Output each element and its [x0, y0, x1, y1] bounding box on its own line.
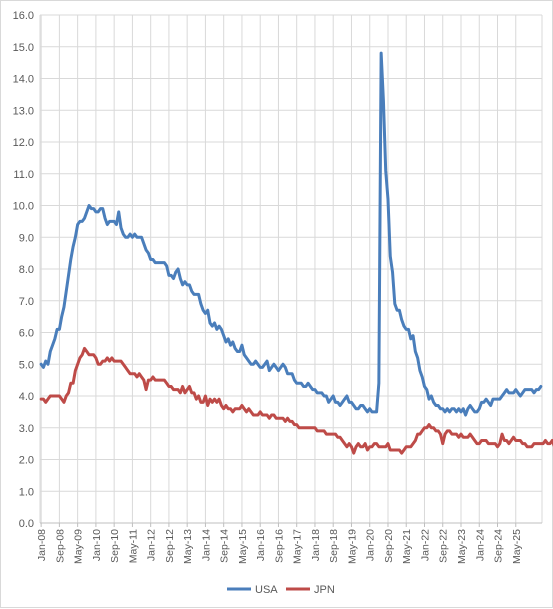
x-tick-label: May-15 — [237, 529, 249, 564]
y-tick-label: 12.0 — [13, 137, 34, 149]
x-tick-label: May-13 — [182, 529, 194, 564]
y-tick-label: 13.0 — [13, 105, 34, 117]
x-tick-label: Sep-08 — [54, 529, 66, 563]
series-line-jpn — [39, 346, 553, 455]
y-tick-label: 5.0 — [19, 359, 34, 371]
x-tick-label: May-11 — [127, 529, 139, 563]
y-tick-label: 15.0 — [13, 42, 34, 54]
y-tick-label: 1.0 — [19, 486, 34, 498]
legend-label-jpn: JPN — [314, 584, 335, 596]
x-tick-label: Sep-24 — [493, 529, 505, 563]
x-tick-label: Sep-18 — [328, 529, 340, 563]
y-tick-label: 11.0 — [13, 169, 34, 181]
x-tick-label: Jan-10 — [91, 529, 103, 561]
x-tick-label: May-23 — [456, 529, 468, 564]
x-tick-label: Sep-12 — [164, 529, 176, 563]
x-tick-label: Jan-14 — [200, 529, 212, 561]
y-tick-label: 0.0 — [19, 518, 34, 530]
y-tick-label: 9.0 — [19, 232, 34, 244]
x-tick-label: Jan-16 — [255, 529, 267, 561]
x-tick-label: Sep-16 — [273, 529, 285, 563]
x-tick-label: Jan-24 — [474, 529, 486, 561]
y-tick-label: 10.0 — [13, 201, 34, 213]
y-tick-label: 3.0 — [19, 423, 34, 435]
legend: USA JPN — [227, 584, 335, 596]
x-tick-label: Jan-22 — [419, 529, 431, 561]
x-tick-label: Sep-14 — [219, 529, 231, 563]
legend-label-usa: USA — [255, 584, 278, 596]
series-line-usa — [39, 51, 543, 417]
gridlines — [39, 14, 543, 524]
x-tick-label: Jan-18 — [310, 529, 322, 561]
x-tick-label: May-17 — [292, 529, 304, 564]
x-tick-label: May-19 — [346, 529, 358, 564]
y-tick-label: 2.0 — [19, 455, 34, 467]
axes: 0.0 1.0 2.0 3.0 4.0 5.0 6.0 7.0 8.0 9.0 10.0 11.0 12… — [13, 10, 542, 564]
y-tick-label: 6.0 — [19, 328, 34, 340]
x-tick-label: May-21 — [401, 529, 413, 564]
y-tick-label: 14.0 — [13, 74, 34, 86]
y-tick-label: 8.0 — [19, 264, 34, 276]
x-tick-label: Jan-08 — [36, 529, 48, 561]
x-tick-label: Sep-22 — [438, 529, 450, 563]
x-tick-label: May-25 — [511, 529, 523, 564]
x-tick-label: Jan-20 — [365, 529, 377, 561]
x-tick-label: Jan-12 — [146, 529, 158, 561]
y-tick-label: 16.0 — [13, 10, 34, 22]
y-tick-label: 7.0 — [19, 296, 34, 308]
y-tick-label: 4.0 — [19, 391, 34, 403]
x-tick-label: Sep-20 — [383, 529, 395, 563]
x-tick-label: Sep-10 — [109, 529, 121, 563]
x-tick-label: May-09 — [73, 529, 85, 564]
series-lines — [39, 51, 553, 455]
